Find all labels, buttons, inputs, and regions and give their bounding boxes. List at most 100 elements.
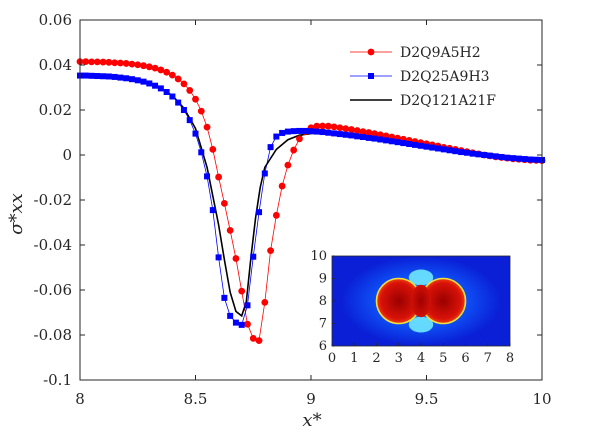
data-point-square <box>515 155 522 162</box>
data-point-square <box>498 154 505 161</box>
data-point-square <box>232 319 239 326</box>
data-point-square <box>394 139 401 146</box>
inset-y-tick-label: 10 <box>310 249 327 264</box>
data-point-square <box>238 321 245 328</box>
inset-x-tick-label: 4 <box>417 351 425 366</box>
data-point-square <box>371 135 378 142</box>
data-point-square <box>221 294 228 301</box>
data-point-square <box>163 89 170 95</box>
inset-y-tick-label: 6 <box>319 339 327 354</box>
data-point-square <box>169 93 176 100</box>
data-point-circle <box>284 161 292 169</box>
data-point-square <box>336 131 343 138</box>
data-point-square <box>475 151 482 158</box>
data-point-square <box>209 207 216 214</box>
data-point-circle <box>88 58 95 66</box>
data-point-circle <box>99 58 107 66</box>
data-point-circle <box>169 71 176 79</box>
data-point-square <box>325 129 332 136</box>
data-point-circle <box>117 59 124 67</box>
data-point-square <box>117 74 124 81</box>
data-point-square <box>267 144 274 151</box>
data-point-circle <box>238 287 246 295</box>
data-point-square <box>435 145 442 152</box>
data-point-circle <box>226 226 234 234</box>
data-point-square <box>308 128 314 135</box>
data-point-square <box>331 130 338 137</box>
data-point-circle <box>163 68 171 76</box>
data-point-square <box>533 156 540 163</box>
inset-x-tick-label: 5 <box>439 351 447 366</box>
legend-box <box>345 36 535 110</box>
data-point-square <box>377 136 384 143</box>
x-tick-label: 8 <box>75 390 85 408</box>
y-tick-label: -0.04 <box>34 236 72 254</box>
data-point-circle <box>313 122 321 130</box>
inset-x-tick-label: 6 <box>461 351 469 366</box>
x-axis-label: x* <box>302 410 321 431</box>
data-point-square <box>527 156 534 163</box>
y-tick-label: -0.1 <box>43 371 72 389</box>
data-point-circle <box>192 95 199 103</box>
data-point-square <box>175 99 182 106</box>
data-point-square <box>440 146 447 153</box>
data-point-circle <box>324 122 332 130</box>
series-markers <box>76 58 546 345</box>
data-point-square <box>180 107 187 113</box>
data-point-circle <box>319 122 326 130</box>
data-point-square <box>256 209 263 216</box>
y-tick-label: -0.08 <box>34 326 72 344</box>
data-point-square <box>100 73 107 80</box>
data-point-square <box>423 143 430 150</box>
data-point-circle <box>157 66 165 74</box>
data-point-square <box>296 127 303 134</box>
data-point-circle <box>197 107 205 115</box>
data-point-square <box>204 173 211 180</box>
data-point-square <box>417 142 424 149</box>
data-point-square <box>152 82 159 89</box>
data-point-square <box>458 149 465 156</box>
data-point-circle <box>232 255 240 262</box>
data-point-circle <box>376 131 384 139</box>
inset-x-tick-label: 1 <box>350 351 358 366</box>
data-point-circle <box>105 58 113 66</box>
data-point-circle <box>249 334 257 342</box>
data-point-square <box>279 129 286 136</box>
inset-x-tick-label: 2 <box>372 351 380 366</box>
inset-y-tick-label: 9 <box>319 272 327 287</box>
data-point-square <box>290 128 297 135</box>
data-point-square <box>510 155 517 162</box>
y-tick-label: 0.06 <box>39 11 72 29</box>
data-point-circle <box>278 182 286 190</box>
main-plot-area: 8 8.5 9 9.5 10 -0.1-0.08-0.06-0.04-0.0200.02… <box>34 11 552 408</box>
data-point-square <box>365 134 372 141</box>
data-point-square <box>348 132 355 139</box>
y-tick-label: 0.02 <box>39 101 72 119</box>
data-point-square <box>429 144 436 151</box>
inset-x-tick-label: 7 <box>484 351 492 366</box>
x-tick-label: 10 <box>532 390 551 408</box>
data-point-circle <box>255 337 263 345</box>
data-point-circle <box>272 211 280 219</box>
data-point-square <box>94 73 101 80</box>
inset-x-tick-label: 0 <box>328 351 336 366</box>
data-point-square <box>388 138 395 145</box>
legend: D2Q9A5H2 D2Q25A9H3 D2Q121A21F <box>345 36 535 110</box>
data-point-circle <box>220 199 228 207</box>
data-point-circle <box>261 298 269 306</box>
data-point-circle <box>203 123 211 131</box>
x-axis-ticks: 8 8.5 9 9.5 10 <box>75 20 552 408</box>
data-point-square <box>261 170 268 177</box>
x-tick-label: 8.5 <box>184 390 208 408</box>
data-point-circle <box>111 59 119 67</box>
data-point-circle <box>122 60 130 67</box>
y-tick-label: -0.06 <box>34 281 72 299</box>
data-point-square <box>111 73 118 80</box>
data-point-circle <box>348 126 355 133</box>
data-point-circle <box>215 173 223 181</box>
data-point-circle <box>336 124 344 132</box>
y-tick-label: 0.04 <box>39 56 72 74</box>
